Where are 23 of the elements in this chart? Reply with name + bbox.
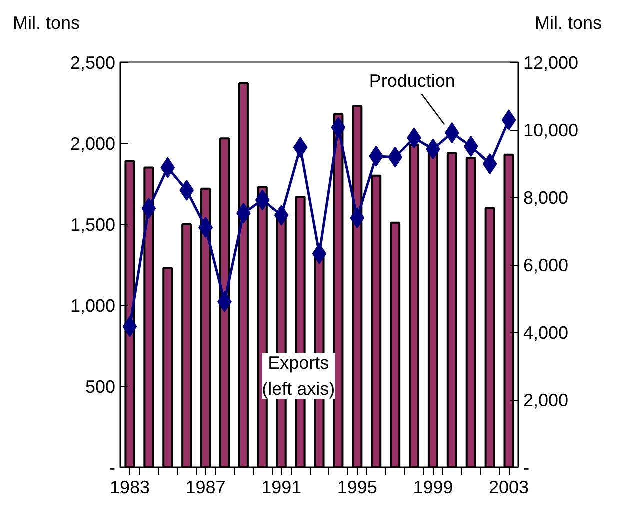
y2-tick-label: 8,000 xyxy=(524,188,569,208)
y-tick-label: - xyxy=(110,458,116,478)
y2-tick-label: 12,000 xyxy=(524,53,579,73)
y2-tick-label: 4,000 xyxy=(524,323,569,343)
x-tick-label: 2003 xyxy=(489,478,530,498)
y2-tick-label: 2,000 xyxy=(524,390,569,410)
x-tick-label: 1999 xyxy=(413,478,454,498)
x-tick-label: 1991 xyxy=(262,478,302,498)
y-tick-label: 1,500 xyxy=(70,215,116,235)
y-axis-title: Mil. tons xyxy=(13,12,80,35)
y-tick-label: 2,500 xyxy=(70,53,116,73)
x-tick-label: 1983 xyxy=(110,478,150,498)
x-tick-label: 1987 xyxy=(186,478,226,498)
y-tick-label: 1,000 xyxy=(70,296,116,316)
series-label: Exports (left axis) xyxy=(262,352,336,399)
y2-tick-label: 10,000 xyxy=(524,120,579,140)
y2-tick-label: - xyxy=(524,458,530,478)
y-tick-label: 500 xyxy=(85,377,116,397)
y2-tick-label: 6,000 xyxy=(524,256,569,276)
x-tick-label: 1995 xyxy=(337,478,378,498)
y-tick-label: 2,000 xyxy=(70,134,116,154)
y2-axis-title: Mil. tons xyxy=(535,12,602,35)
series-label: Production xyxy=(369,70,456,91)
